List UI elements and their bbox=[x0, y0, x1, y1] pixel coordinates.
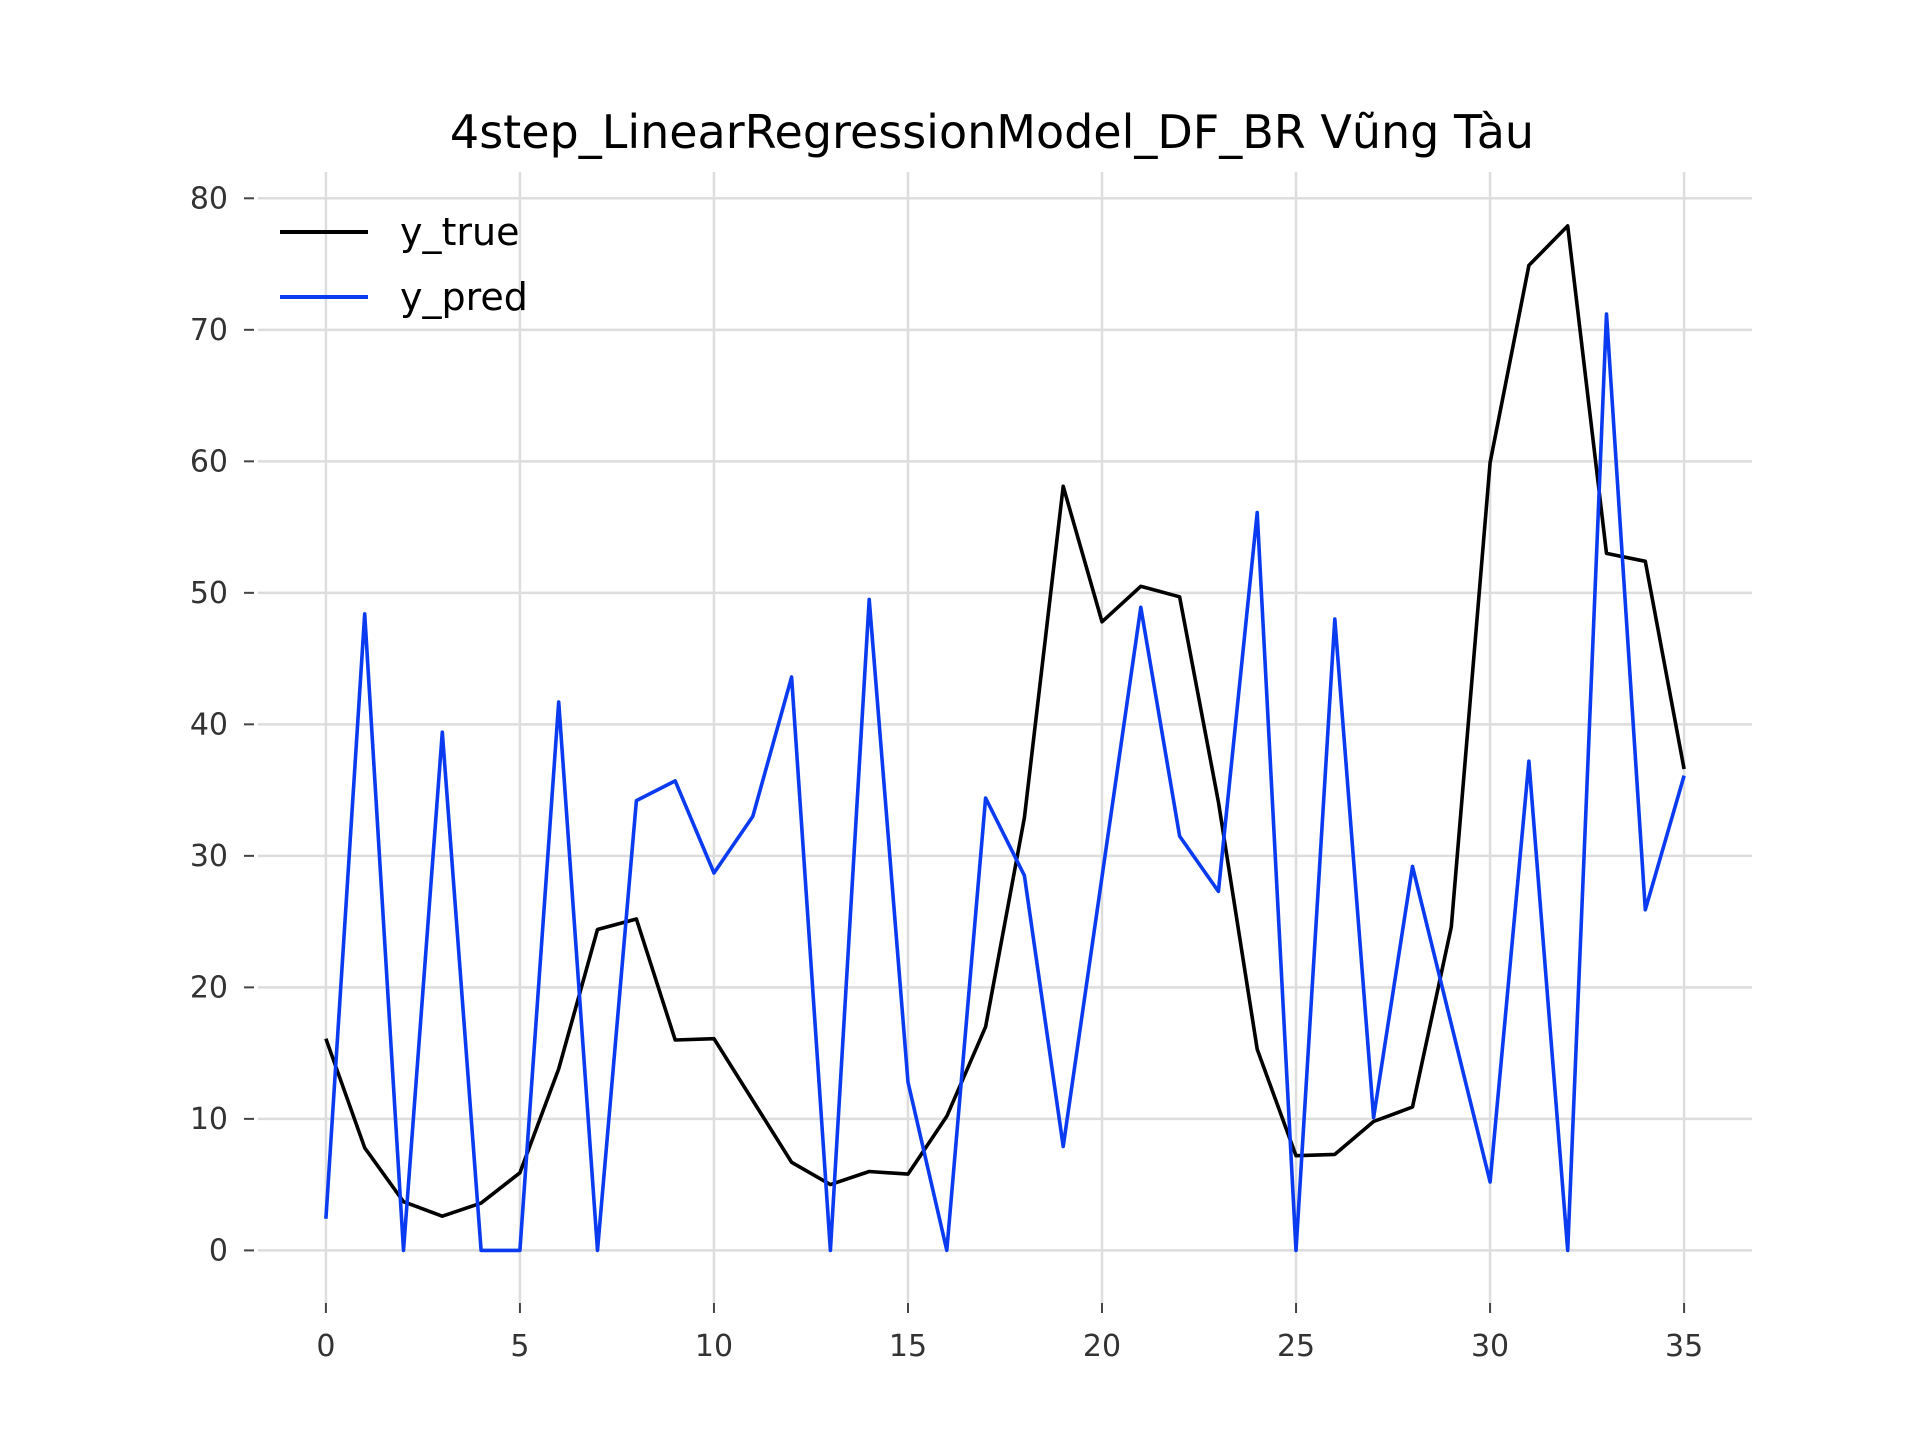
y-tick-label: 80 bbox=[190, 181, 228, 216]
y-tick-label: 50 bbox=[190, 576, 228, 611]
grid-lines bbox=[258, 172, 1752, 1303]
legend-label-y-true: y_true bbox=[400, 210, 519, 254]
series-line-y-true bbox=[324, 224, 1686, 1218]
x-tick-label: 30 bbox=[1471, 1329, 1509, 1364]
legend-label-y-pred: y_pred bbox=[400, 275, 528, 319]
x-tick-label: 15 bbox=[889, 1329, 927, 1364]
x-tick-label: 25 bbox=[1277, 1329, 1315, 1364]
y-tick-label: 20 bbox=[190, 970, 228, 1005]
plot-area bbox=[324, 224, 1686, 1253]
y-tick-label: 0 bbox=[209, 1233, 228, 1268]
chart-title: 4step_LinearRegressionModel_DF_BR Vũng T… bbox=[450, 105, 1534, 159]
y-tick-label: 30 bbox=[190, 839, 228, 874]
x-axis: 0 5 10 15 20 25 30 35 bbox=[316, 1303, 1703, 1364]
series-line-y-pred bbox=[324, 312, 1686, 1253]
legend: y_true y_pred bbox=[280, 210, 528, 319]
x-tick-label: 35 bbox=[1665, 1329, 1703, 1364]
x-tick-label: 5 bbox=[510, 1329, 529, 1364]
x-tick-label: 10 bbox=[695, 1329, 733, 1364]
x-tick-label: 0 bbox=[316, 1329, 335, 1364]
y-tick-label: 10 bbox=[190, 1102, 228, 1137]
x-tick-label: 20 bbox=[1083, 1329, 1121, 1364]
y-axis: 0 10 20 30 40 50 60 70 80 bbox=[190, 181, 254, 1268]
y-tick-label: 40 bbox=[190, 707, 228, 742]
y-tick-label: 60 bbox=[190, 444, 228, 479]
y-tick-label: 70 bbox=[190, 313, 228, 348]
